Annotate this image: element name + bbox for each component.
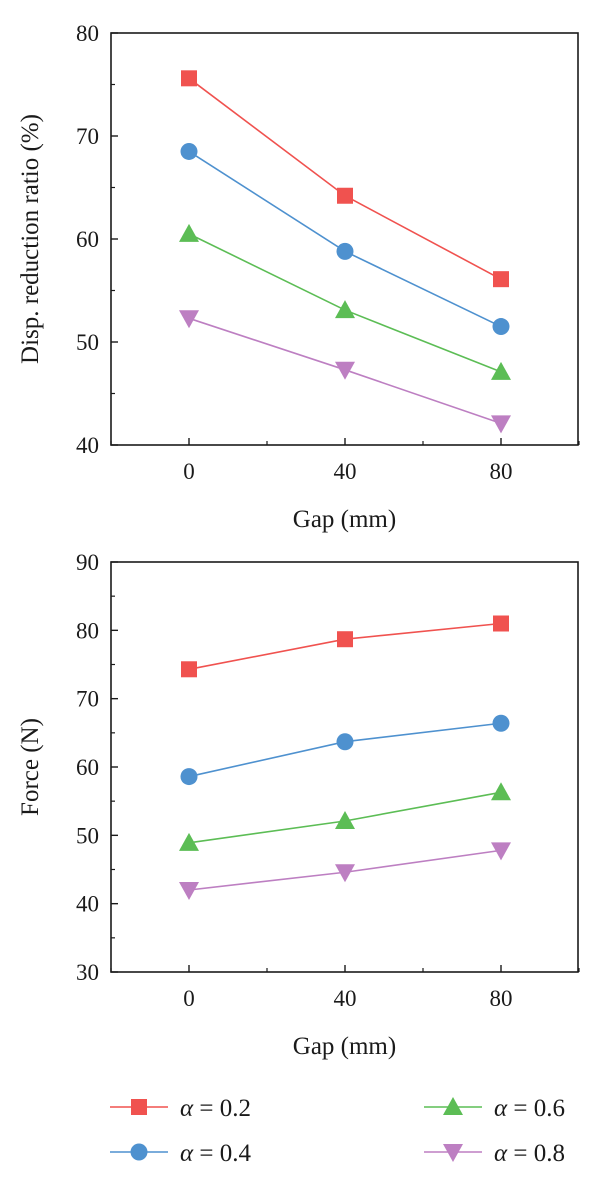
data-point <box>179 882 199 900</box>
series-02 <box>181 615 509 678</box>
y-tick-label: 60 <box>76 755 99 780</box>
data-point <box>179 832 199 851</box>
data-point <box>491 415 511 434</box>
data-point <box>336 733 354 751</box>
legend-alpha-symbol: α <box>180 1095 194 1122</box>
legend-marker <box>130 1143 148 1161</box>
data-point <box>337 187 353 204</box>
legend-value: = 0.8 <box>507 1140 565 1167</box>
chart-force: 30 40 50 60 70 80 90 0 40 80 Gap (mm) Force (N) <box>17 550 580 1060</box>
y-axis-title: Force (N) <box>17 718 44 816</box>
x-tick-label: 40 <box>334 459 357 484</box>
legend-value: = 0.4 <box>193 1140 251 1167</box>
legend: α = 0.2α = 0.4α = 0.6α = 0.8 <box>110 1095 565 1167</box>
legend-item: α = 0.2 <box>110 1095 251 1122</box>
data-point <box>335 361 355 380</box>
data-point <box>335 810 355 829</box>
legend-alpha-symbol: α <box>180 1140 194 1167</box>
legend-value: = 0.2 <box>193 1095 251 1122</box>
data-point <box>180 142 198 160</box>
y-tick-label: 40 <box>76 892 99 917</box>
legend-alpha-symbol: α <box>494 1095 508 1122</box>
data-point <box>335 864 355 883</box>
legend-marker <box>131 1099 147 1115</box>
series-02 <box>181 70 509 288</box>
y-tick-label: 90 <box>76 550 99 575</box>
data-point <box>493 271 509 288</box>
y-tick-label: 60 <box>76 227 99 252</box>
y-tick-label: 50 <box>76 823 99 848</box>
x-axis-title: Gap (mm) <box>293 506 396 533</box>
legend-label: α = 0.6 <box>494 1095 565 1122</box>
data-point <box>336 242 354 260</box>
data-point <box>180 768 198 786</box>
y-axis-title: Disp. reduction ratio (%) <box>17 114 44 364</box>
legend-label: α = 0.8 <box>494 1140 565 1167</box>
x-axis-title: Gap (mm) <box>293 1033 396 1060</box>
legend-marker <box>443 1097 463 1115</box>
series-08 <box>179 842 511 900</box>
y-tick-label: 80 <box>76 618 99 643</box>
series-04 <box>180 142 510 336</box>
data-point <box>179 223 199 242</box>
data-point <box>493 615 509 632</box>
x-tick-label: 40 <box>334 986 357 1011</box>
series-08 <box>179 310 511 434</box>
x-tick-label: 80 <box>490 986 513 1011</box>
series-06 <box>179 223 511 380</box>
data-point <box>179 310 199 329</box>
data-point <box>491 361 511 380</box>
y-tick-label: 50 <box>76 330 99 355</box>
legend-alpha-symbol: α <box>494 1140 508 1167</box>
y-tick-label: 40 <box>76 433 99 458</box>
y-tick-label: 30 <box>76 960 99 985</box>
data-point <box>337 631 353 648</box>
legend-label: α = 0.4 <box>180 1140 251 1167</box>
legend-item: α = 0.6 <box>424 1095 565 1122</box>
data-point <box>335 300 355 319</box>
data-point <box>181 661 197 678</box>
x-tick-label: 80 <box>490 459 513 484</box>
data-point <box>181 70 197 87</box>
legend-item: α = 0.4 <box>110 1140 251 1167</box>
y-tick-label: 70 <box>76 687 99 712</box>
y-tick-label: 70 <box>76 124 99 149</box>
series-04 <box>180 714 510 786</box>
y-tick-label: 80 <box>76 21 99 46</box>
legend-item: α = 0.8 <box>424 1140 565 1167</box>
data-point <box>491 842 511 861</box>
data-point <box>492 318 510 336</box>
legend-marker <box>443 1144 463 1162</box>
data-point <box>491 782 511 801</box>
x-tick-label: 0 <box>183 986 195 1011</box>
legend-value: = 0.6 <box>507 1095 565 1122</box>
legend-label: α = 0.2 <box>180 1095 251 1122</box>
data-point <box>492 714 510 732</box>
x-tick-label: 0 <box>183 459 195 484</box>
series-06 <box>179 782 511 851</box>
chart-displacement-reduction: 40 50 60 70 80 0 40 80 Gap (mm) Disp. reduction r… <box>17 21 580 533</box>
